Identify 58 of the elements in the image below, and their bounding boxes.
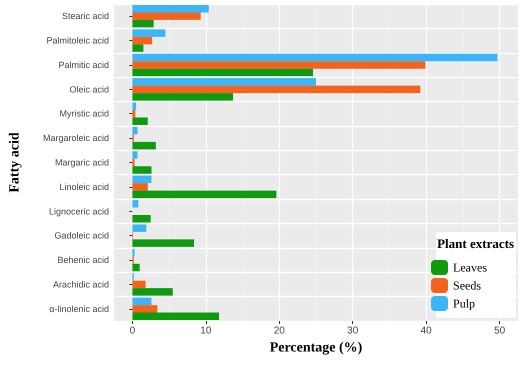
legend-label: Seeds — [453, 278, 482, 292]
bar — [132, 288, 173, 296]
x-axis-title: Percentage (%) — [270, 340, 363, 356]
x-tick-label: 0 — [130, 326, 136, 336]
y-tick-label: Stearic acid — [62, 11, 109, 22]
bar — [132, 126, 138, 134]
bar — [132, 280, 146, 288]
bar — [132, 36, 152, 44]
bar — [132, 151, 138, 159]
y-tick-label: Lignoceric acid — [48, 206, 109, 216]
bar — [132, 166, 152, 174]
bar — [132, 305, 158, 313]
bar — [132, 312, 220, 320]
bar — [132, 298, 152, 306]
bar — [132, 176, 152, 184]
y-tick-label: Margaroleic acid — [42, 133, 109, 144]
bar — [132, 183, 148, 191]
bar — [132, 44, 144, 52]
bar — [132, 102, 136, 110]
bar — [132, 4, 209, 12]
bar — [132, 78, 316, 86]
bar — [132, 239, 194, 247]
bar — [132, 110, 136, 118]
y-tick-label: Linoleic acid — [59, 182, 109, 192]
y-tick-label: Margaric acid — [54, 158, 109, 168]
bar — [132, 12, 201, 20]
bar — [132, 224, 146, 232]
y-tick-label: α-linolenic acid — [49, 304, 109, 314]
bar — [132, 142, 156, 150]
bar — [132, 86, 420, 94]
bar — [132, 54, 498, 62]
bar — [132, 117, 148, 125]
x-tick-label: 30 — [347, 326, 359, 336]
bar — [132, 248, 135, 256]
y-tick-label: Oleic acid — [69, 84, 109, 94]
y-tick-label: Palmitic acid — [58, 60, 109, 70]
y-tick-label: Gadoleic acid — [54, 230, 109, 241]
bar — [132, 200, 138, 208]
bar — [132, 93, 233, 101]
bar — [132, 61, 426, 69]
x-tick-label: 40 — [420, 326, 432, 336]
y-tick-label: Palmitoleic acid — [46, 36, 109, 46]
x-tick-label: 10 — [200, 326, 212, 336]
y-tick-label: Myristic acid — [59, 108, 109, 119]
x-tick-label: 50 — [494, 326, 506, 336]
bar — [132, 68, 314, 76]
bar — [132, 264, 140, 272]
legend-label: Leaves — [453, 260, 488, 274]
y-axis-title: Fatty acid — [8, 132, 22, 193]
legend-title: Plant extracts — [437, 236, 514, 251]
legend-label: Pulp — [453, 296, 476, 310]
bar — [132, 190, 276, 198]
bar — [132, 20, 154, 28]
y-tick-label: Arachidic acid — [52, 279, 109, 290]
x-tick-label: 20 — [274, 326, 286, 336]
bar — [132, 215, 151, 222]
bar — [132, 29, 166, 37]
y-tick-label: Behenic acid — [57, 255, 109, 266]
